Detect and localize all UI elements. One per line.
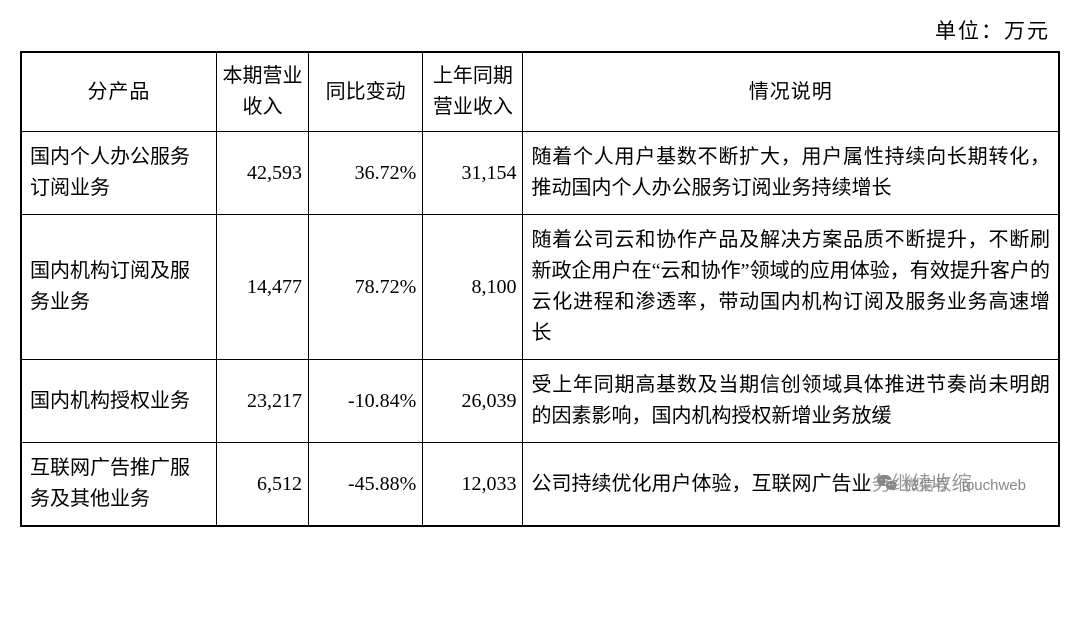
header-product: 分产品: [21, 52, 216, 132]
cell-current-revenue: 6,512: [216, 443, 308, 527]
watermark-label: 微信号 : touchweb: [904, 474, 1026, 495]
cell-product: 互联网广告推广服务及其他业务: [21, 443, 216, 527]
cell-current-revenue: 14,477: [216, 215, 308, 360]
cell-yoy-change: -10.84%: [309, 360, 423, 443]
table-row: 国内机构授权业务 23,217 -10.84% 26,039 受上年同期高基数及…: [21, 360, 1059, 443]
unit-label: 单位：万元: [20, 15, 1060, 45]
cell-prev-revenue: 31,154: [423, 132, 523, 215]
watermark: 微信号 : touchweb: [872, 471, 1030, 497]
header-prev-revenue: 上年同期营业收入: [423, 52, 523, 132]
cell-product: 国内机构订阅及服务业务: [21, 215, 216, 360]
table-header-row: 分产品 本期营业收入 同比变动 上年同期营业收入 情况说明: [21, 52, 1059, 132]
header-yoy-change: 同比变动: [309, 52, 423, 132]
cell-yoy-change: 36.72%: [309, 132, 423, 215]
header-description: 情况说明: [523, 52, 1059, 132]
cell-prev-revenue: 12,033: [423, 443, 523, 527]
cell-current-revenue: 23,217: [216, 360, 308, 443]
cell-description: 受上年同期高基数及当期信创领域具体推进节奏尚未明朗的因素影响，国内机构授权新增业…: [523, 360, 1059, 443]
cell-description: 随着公司云和协作产品及解决方案品质不断提升，不断刷新政企用户在“云和协作”领域的…: [523, 215, 1059, 360]
cell-prev-revenue: 8,100: [423, 215, 523, 360]
cell-description: 随着个人用户基数不断扩大，用户属性持续向长期转化，推动国内个人办公服务订阅业务持…: [523, 132, 1059, 215]
financial-table: 分产品 本期营业收入 同比变动 上年同期营业收入 情况说明 国内个人办公服务订阅…: [20, 51, 1060, 527]
cell-product: 国内个人办公服务订阅业务: [21, 132, 216, 215]
table-row: 国内机构订阅及服务业务 14,477 78.72% 8,100 随着公司云和协作…: [21, 215, 1059, 360]
table-row: 国内个人办公服务订阅业务 42,593 36.72% 31,154 随着个人用户…: [21, 132, 1059, 215]
cell-product: 国内机构授权业务: [21, 360, 216, 443]
cell-yoy-change: 78.72%: [309, 215, 423, 360]
cell-prev-revenue: 26,039: [423, 360, 523, 443]
header-current-revenue: 本期营业收入: [216, 52, 308, 132]
wechat-icon: [876, 473, 898, 495]
cell-current-revenue: 42,593: [216, 132, 308, 215]
cell-yoy-change: -45.88%: [309, 443, 423, 527]
